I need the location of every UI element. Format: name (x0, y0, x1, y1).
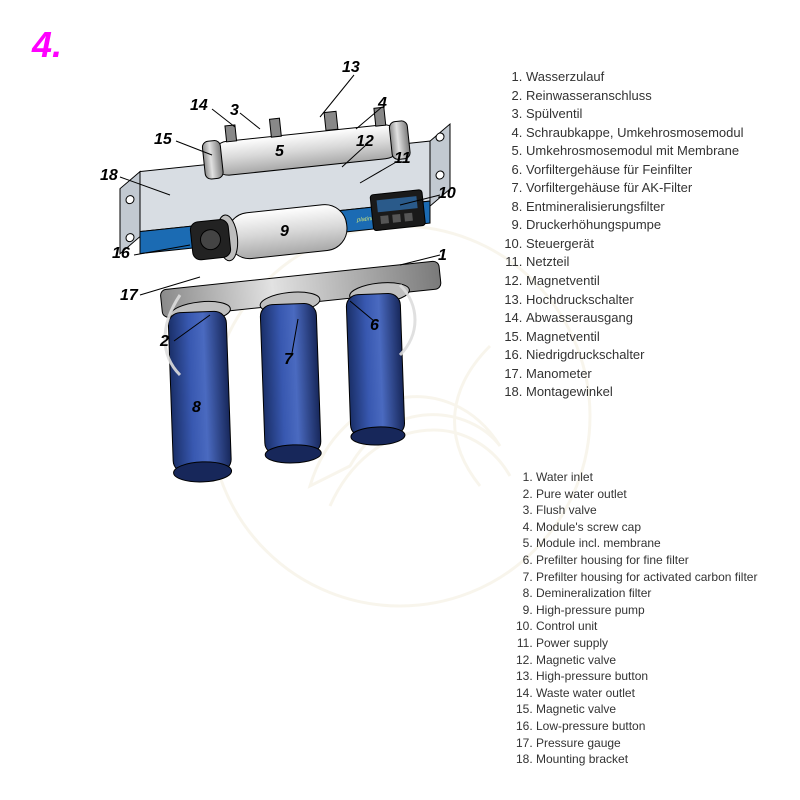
callout-number: 1 (438, 247, 447, 265)
legend-item: Magnetic valve (536, 653, 790, 669)
callout-number: 3 (230, 102, 239, 120)
legend-item: Steuergerät (526, 235, 790, 253)
legend-item: Magnetventil (526, 328, 790, 346)
legend-item: High-pressure button (536, 669, 790, 685)
diagram-svg: AQUA MEDIC platinum line plus (40, 55, 480, 495)
legend-item: Spülventil (526, 105, 790, 123)
legend-item: Low-pressure button (536, 719, 790, 735)
legend-item: Reinwasseranschluss (526, 87, 790, 105)
legend-german: WasserzulaufReinwasseranschlussSpülventi… (500, 68, 790, 402)
filter-7 (260, 303, 322, 464)
legend-item: Magnetic valve (536, 702, 790, 718)
legend-item: High-pressure pump (536, 603, 790, 619)
callout-number: 4 (378, 95, 387, 113)
callout-number: 11 (394, 150, 411, 168)
legend-item: Abwasserausgang (526, 309, 790, 327)
legend-item: Waste water outlet (536, 686, 790, 702)
callout-number: 5 (275, 143, 284, 161)
callout-number: 7 (284, 351, 293, 369)
callout-number: 9 (280, 223, 289, 241)
legend-item: Schraubkappe, Umkehrosmosemodul (526, 124, 790, 142)
callout-number: 12 (356, 133, 374, 151)
legend-item: Niedrigdruckschalter (526, 346, 790, 364)
filter-8 (168, 311, 232, 483)
callout-number: 16 (112, 245, 130, 263)
legend-item: Water inlet (536, 470, 790, 486)
legend-item: Netzteil (526, 253, 790, 271)
legend-item: Demineralization filter (536, 586, 790, 602)
legend-item: Control unit (536, 619, 790, 635)
legend-item: Module incl. membrane (536, 536, 790, 552)
diagram: AQUA MEDIC platinum line plus (40, 55, 480, 495)
legend-item: Hochdruckschalter (526, 291, 790, 309)
callout-number: 2 (160, 333, 169, 351)
legend-english: Water inletPure water outletFlush valveM… (500, 470, 790, 769)
legend-item: Mounting bracket (536, 752, 790, 768)
callout-number: 8 (192, 399, 201, 417)
legend-item: Montagewinkel (526, 383, 790, 401)
callout-number: 6 (370, 317, 379, 335)
legend-item: Vorfiltergehäuse für Feinfilter (526, 161, 790, 179)
legend-item: Prefilter housing for activated carbon f… (536, 570, 790, 586)
callout-number: 14 (190, 97, 208, 115)
legend-item: Umkehrosmosemodul mit Membrane (526, 142, 790, 160)
legend-item: Druckerhöhungspumpe (526, 216, 790, 234)
legend-item: Vorfiltergehäuse für AK-Filter (526, 179, 790, 197)
legend-item: Prefilter housing for fine filter (536, 553, 790, 569)
legend-item: Power supply (536, 636, 790, 652)
callout-number: 10 (438, 185, 456, 203)
legend-item: Pure water outlet (536, 487, 790, 503)
callout-number: 15 (154, 131, 172, 149)
legend-item: Wasserzulauf (526, 68, 790, 86)
legend-item: Flush valve (536, 503, 790, 519)
callout-number: 17 (120, 287, 138, 305)
callout-number: 13 (342, 59, 360, 77)
control-unit (370, 190, 425, 231)
callout-number: 18 (100, 167, 118, 185)
legend-item: Magnetventil (526, 272, 790, 290)
legend-item: Module's screw cap (536, 520, 790, 536)
legend-item: Manometer (526, 365, 790, 383)
legend-item: Pressure gauge (536, 736, 790, 752)
legend-item: Entmineralisierungsfilter (526, 198, 790, 216)
